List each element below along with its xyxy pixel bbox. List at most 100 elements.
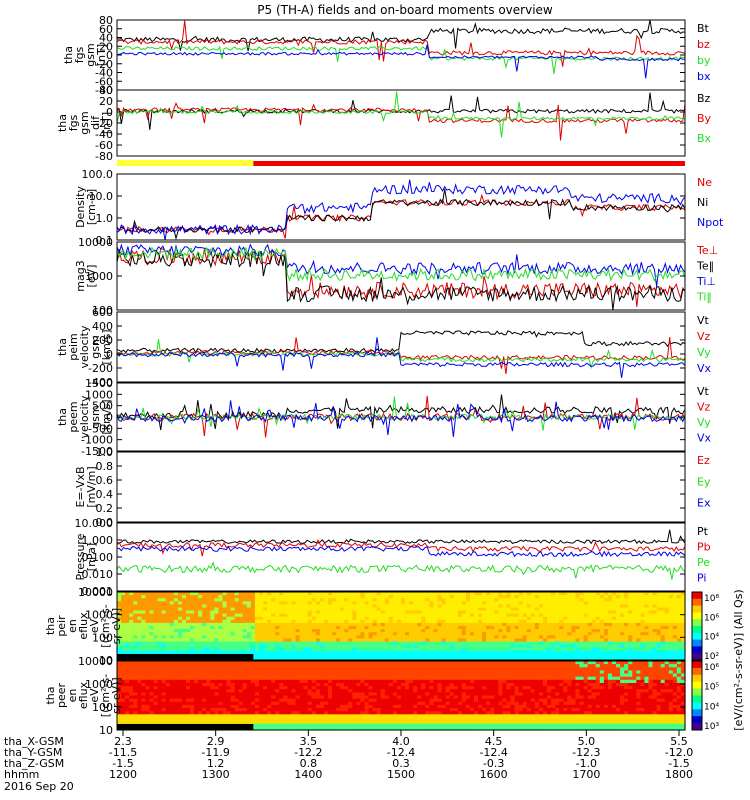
y-tick-label: 10000 [78,586,113,599]
legend-Ex: Ex [697,497,711,510]
colorbar-top-cell [692,653,702,661]
x-tick-label: -12.3 [572,746,600,759]
y-axis-label: [nT] [95,44,108,66]
colorbar-bottom-frame [691,660,703,731]
y-tick-label: 10.0 [89,190,114,203]
colorbar-top-tick: 10⁶ [704,613,719,623]
colorbar-top-cell [692,619,702,627]
x-tick-label: 4.5 [485,735,503,748]
legend-Vt: Vt [697,385,710,398]
x-tick-label: 3.5 [300,735,318,748]
series-line-Ti⊥ [116,243,686,287]
colorbar-top-cell [692,626,702,634]
y-axis-label: gsm [84,43,97,66]
low-energy-band [117,724,254,730]
y-tick-label: -60 [95,75,113,88]
y-tick-label: -1000 [81,434,113,447]
colorbar-bottom-cell [692,695,702,703]
series-line-Vy [116,396,686,431]
y-tick-label: 1000 [85,678,113,691]
x-row-label: hhmm [4,768,39,781]
legend-Bt: Bt [697,22,710,35]
series-line-Vx [116,400,686,437]
y-tick-label: 0.6 [96,474,114,487]
legend-Vx: Vx [697,432,712,445]
legend-Ti⊥: Ti⊥ [696,275,716,288]
y-axis-label: [mV/m] [85,466,98,507]
legend-Bx: Bx [697,132,712,145]
y-tick-label: 1.0 [96,212,114,225]
y-axis-label: Density [74,186,87,228]
colorbar-label: [eV/(cm²-s-sr-eV)] (All Qs) [732,589,745,730]
y-axis-label: dif [89,115,102,130]
y-axis-label: gsm [78,111,91,134]
y-tick-label: 0.0 [96,516,114,529]
y-axis-label: eflux [77,681,90,709]
series-line-Pi [116,545,686,558]
colorbar-bottom-tick: 10⁴ [704,702,719,712]
x-tick-label: 1700 [572,768,600,781]
y-tick-label: -60 [95,139,113,152]
colorbar-bottom-cell [692,667,702,676]
y-tick-label: -500 [88,422,113,435]
series-line-by [116,45,686,74]
series-line-Vt [116,330,686,354]
y-tick-label: 100 [92,701,113,714]
y-tick-label: 0.8 [96,460,114,473]
legend-Bz: Bz [697,92,711,105]
y-axis-label: peim [67,333,80,361]
y-tick-label: -1500 [81,445,113,458]
y-tick-label: 0 [106,49,113,62]
series-line-Npot [116,179,686,241]
y-tick-label: 200 [92,334,113,347]
y-tick-label: 500 [92,400,113,413]
plot-title: P5 (TH-A) fields and on-board moments ov… [257,3,553,17]
legend-bx: bx [697,70,711,83]
legend-Ti‖: Ti‖ [696,291,712,304]
x-row-label: tha_Z-GSM [4,757,64,770]
y-tick-label: -20 [95,58,113,71]
y-axis-label: sr-eV)] [110,677,123,713]
colorbar-bottom-cell [692,716,702,724]
y-tick-label: 1000 [85,609,113,622]
x-row-label: tha_X-GSM [4,735,64,748]
y-tick-label: -40 [95,128,113,141]
legend-Pb: Pb [697,541,711,554]
y-axis-label: [eV] [85,265,98,288]
series-line-Bt [116,19,686,52]
y-tick-label: 100.0 [82,168,114,181]
panel-7: 10.000 1.000 0.100 0.010 0.001 Pressure[nPa] P… [74,517,711,598]
x-tick-label: -1.5 [112,757,133,770]
y-tick-label: 10.000 [75,517,114,530]
x-tick-label: -11.5 [109,746,137,759]
series-line-Vx [116,337,686,378]
y-axis-label: peir [55,615,68,637]
y-tick-label: 600 [92,306,113,319]
colorbar-top-cell [692,592,702,600]
x-tick-label: 1300 [202,768,230,781]
series-line-Bx [116,91,686,138]
date-label: 2016 Sep 20 [4,780,74,793]
panel-frame [116,19,686,91]
y-axis-label: E=-VxB [74,466,87,507]
legend-Npot: Npot [697,216,724,229]
y-tick-label: 1.000 [82,534,114,547]
series-line-Te‖ [116,250,686,311]
y-axis-label: tha [44,617,57,635]
y-tick-label: 1000 [85,388,113,401]
low-energy-band [117,654,254,660]
y-axis-label: eflux [77,612,90,640]
legend-Te‖: Te‖ [696,260,714,273]
y-tick-label: -400 [88,376,113,389]
status-bar-red [253,161,685,166]
x-tick-label: -12.0 [665,746,693,759]
x-tick-label: -12.4 [387,746,415,759]
colorbar-top-cell [692,632,702,641]
y-tick-label: -80 [95,150,113,163]
legend-Ez: Ez [697,454,710,467]
status-bar-yellow [117,160,254,166]
panels: 806040200-20-40-60-80thafgsgsm[nT]Btbzby… [44,14,724,737]
series-line-Vz [116,395,686,438]
y-tick-label: 10 [99,654,113,667]
